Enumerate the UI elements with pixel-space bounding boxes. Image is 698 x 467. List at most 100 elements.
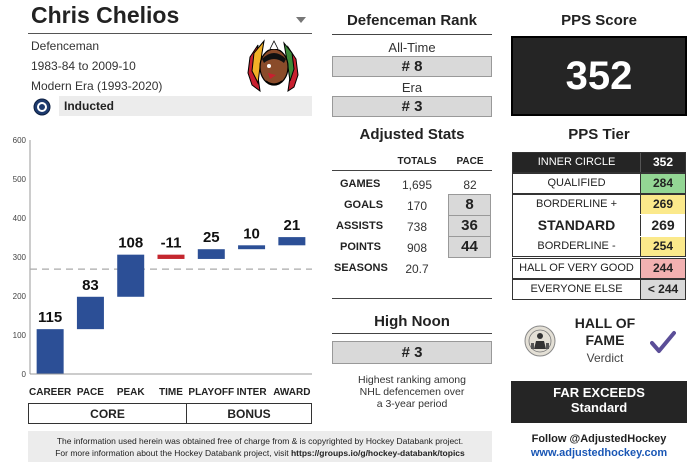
y-tick-label: 0 [22, 370, 27, 379]
y-tick-label: 500 [13, 175, 27, 184]
bar-value-label: 25 [203, 229, 220, 246]
bar-value-label: 83 [82, 277, 99, 294]
high-noon-desc-line-2: NHL defencemen over [359, 386, 465, 398]
high-noon-desc-line-1: Highest ranking among [358, 374, 466, 386]
x-axis: CAREER PACE PEAK TIME PLAYOFF INTER AWARD [29, 373, 312, 398]
high-noon-desc-line-3: a 3-year period [376, 398, 448, 410]
era-label: Era [401, 80, 423, 95]
stats-divider [332, 170, 492, 171]
bar-career [36, 329, 64, 374]
legend-core: CORE [28, 403, 187, 424]
player-name: Chris Chelios [31, 2, 180, 28]
bar-value-label: 115 [38, 309, 62, 326]
high-noon-title: High Noon [374, 313, 450, 330]
totals-header: TOTALS [397, 156, 437, 167]
hof-verdict-box: FAR EXCEEDS Standard [511, 381, 687, 423]
tier-name: BORDERLINE + [536, 198, 617, 210]
x-tick-label: CAREER [29, 387, 72, 398]
stat-label-games: GAMES [340, 178, 381, 190]
y-tick-label: 200 [13, 292, 27, 301]
tier-standard-group: BORDERLINE + 269 STANDARD 269 BORDERLINE… [512, 194, 686, 257]
tier-row-hall-of-very-good: HALL OF VERY GOOD 244 [512, 258, 686, 279]
x-tick-label: PACE [77, 387, 104, 398]
rank-title: Defenceman Rank [346, 12, 478, 29]
player-select-dropdown-icon[interactable] [296, 17, 306, 23]
verdict-line-1: FAR EXCEEDS [553, 385, 645, 400]
tier-value: 352 [640, 153, 685, 172]
x-tick-label: PEAK [117, 387, 146, 398]
team-logo-icon [247, 39, 299, 93]
chart-bars: 115 83 108 -11 25 10 21 [30, 217, 312, 374]
stat-pace-goals: 8 [448, 194, 491, 216]
follow-handle[interactable]: Follow @AdjustedHockey [531, 433, 667, 445]
bar-value-label: -11 [161, 235, 182, 252]
footer-line-1: The information used herein was obtained… [56, 436, 464, 446]
player-era: Modern Era (1993-2020) [31, 79, 163, 93]
tier-value: < 244 [640, 280, 685, 299]
y-tick-label: 100 [13, 331, 27, 340]
stat-total-goals: 170 [406, 199, 428, 213]
rank-divider [332, 34, 492, 35]
induction-status: Inducted [59, 96, 312, 116]
tier-name: EVERYONE ELSE [530, 283, 623, 295]
y-tick-label: 400 [13, 214, 27, 223]
pps-score-title: PPS Score [561, 12, 637, 29]
tier-name: BORDERLINE - [537, 240, 616, 252]
hof-title: HALL OF FAME [565, 315, 645, 349]
pps-waterfall-chart: 0 100 200 300 400 500 600 115 83 108 -11 25 10 21 CA… [13, 136, 312, 398]
hall-of-fame-medal-icon [524, 325, 556, 357]
x-tick-label: AWARD [273, 387, 310, 398]
stat-pace-games: 82 [463, 178, 477, 192]
stat-total-points: 908 [406, 241, 428, 255]
stat-total-games: 1,695 [401, 178, 433, 192]
bar-playoff [197, 249, 225, 259]
tier-name: QUALIFIED [547, 177, 606, 189]
bar-peak [117, 254, 145, 297]
alltime-label: All-Time [388, 40, 436, 55]
footer-databank-link[interactable]: https://groups.io/g/hockey-databank/topi… [290, 448, 465, 458]
tier-name: HALL OF VERY GOOD [519, 262, 634, 274]
tier-name: INNER CIRCLE [537, 156, 616, 168]
hof-title-line-1: HALL OF [574, 315, 636, 331]
player-position: Defenceman [31, 39, 100, 53]
tier-value: 269 [640, 195, 685, 214]
tier-row-inner-circle: INNER CIRCLE 352 [512, 152, 686, 173]
high-noon-divider-top [332, 298, 492, 299]
stat-pace-assists: 36 [448, 215, 491, 237]
verdict-line-2: Standard [570, 400, 628, 415]
tier-value-standard: 269 [640, 215, 685, 236]
tier-row-everyone-else: EVERYONE ELSE < 244 [512, 279, 686, 300]
pps-score: 352 [511, 36, 687, 116]
adjusted-stats-title: Adjusted Stats [359, 126, 465, 143]
y-axis: 0 100 200 300 400 500 600 [13, 136, 31, 379]
stat-pace-points: 44 [448, 236, 491, 258]
hall-of-fame-icon [33, 98, 51, 116]
high-noon-divider [332, 333, 492, 334]
x-tick-label: INTER [237, 387, 268, 398]
bar-pace [76, 296, 104, 330]
stat-label-points: POINTS [340, 241, 381, 253]
website-link[interactable]: www.adjustedhockey.com [530, 447, 668, 459]
footer-line-2-prefix: For more information about the Hockey Da… [55, 448, 291, 458]
pace-header: PACE [456, 156, 484, 167]
checkmark-icon [650, 331, 676, 353]
y-tick-label: 600 [13, 136, 27, 145]
bar-value-label: 10 [243, 225, 260, 242]
tier-row-qualified: QUALIFIED 284 [512, 173, 686, 194]
era-rank: # 3 [332, 96, 492, 117]
bar-inter [238, 245, 266, 250]
tier-value: 284 [640, 174, 685, 193]
bar-value-label: 21 [284, 217, 301, 234]
hof-title-line-2: FAME [585, 332, 625, 348]
y-tick-label: 300 [13, 253, 27, 262]
footer-copyright: The information used herein was obtained… [28, 431, 492, 462]
alltime-rank: # 8 [332, 56, 492, 77]
legend-bonus: BONUS [186, 403, 312, 424]
stat-label-goals: GOALS [344, 199, 384, 211]
high-noon-description: Highest ranking among NHL defencemen ove… [332, 374, 492, 410]
high-noon-rank: # 3 [332, 341, 492, 364]
x-tick-label: TIME [159, 387, 183, 398]
stat-total-seasons: 20.7 [405, 262, 429, 276]
pps-tier-title: PPS Tier [568, 126, 630, 143]
name-underline [28, 33, 312, 34]
